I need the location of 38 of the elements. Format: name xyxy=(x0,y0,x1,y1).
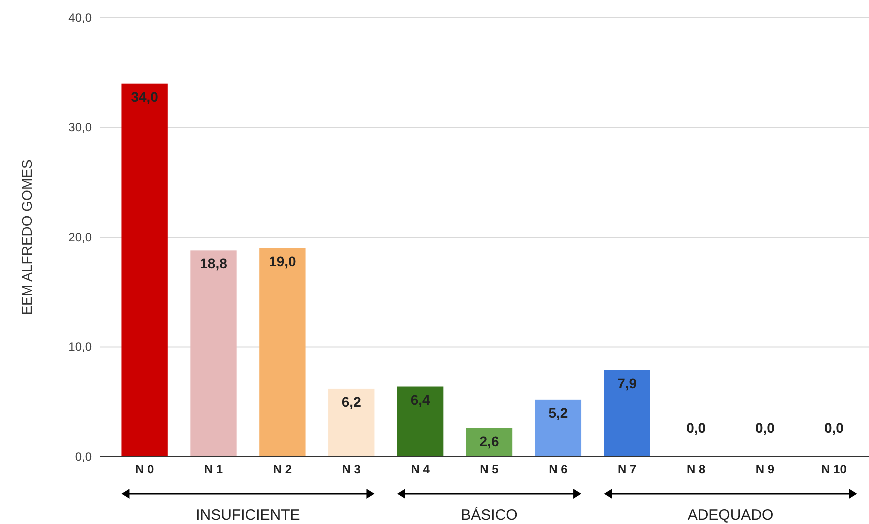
x-tick-label: N 6 xyxy=(549,462,568,477)
x-tick-label: N 2 xyxy=(273,462,292,477)
data-label: 0,0 xyxy=(824,420,844,436)
bar xyxy=(397,386,444,457)
x-tick-label: N 10 xyxy=(822,462,848,477)
y-tick-label: 0,0 xyxy=(75,450,92,464)
bar xyxy=(122,84,168,457)
text: BÁSICO xyxy=(461,506,518,524)
bar xyxy=(190,250,237,457)
data-label: 2,6 xyxy=(480,433,500,450)
x-tick-label: N 5 xyxy=(480,462,500,477)
data-label: 18,8 xyxy=(200,256,228,272)
text: INSUFICIENTE xyxy=(196,507,300,524)
bar xyxy=(535,400,582,457)
x-tick-label: N 0 xyxy=(135,462,154,477)
y-tick-label: 10,0 xyxy=(68,340,92,354)
x-tick-label: N 9 xyxy=(756,462,775,477)
data-label: 0,0 xyxy=(686,420,706,436)
data-label: 5,2 xyxy=(548,404,568,421)
bar xyxy=(328,388,375,457)
data-label: 34,0 xyxy=(131,88,159,105)
y-axis-title: EEM ALFREDO GOMES xyxy=(19,160,35,316)
bar xyxy=(260,248,306,457)
data-label: 6,2 xyxy=(342,394,362,410)
text: ADEQUADO xyxy=(688,507,774,524)
y-tick-label: 20,0 xyxy=(68,230,92,244)
x-tick-label: N 3 xyxy=(342,462,362,477)
data-label: 0,0 xyxy=(756,420,776,436)
x-tick-label: N 1 xyxy=(204,462,224,477)
x-tick-label: N 8 xyxy=(686,462,706,477)
data-label: 6,4 xyxy=(410,392,431,408)
y-tick-label: 30,0 xyxy=(68,120,92,135)
x-tick-label: N 4 xyxy=(411,462,430,477)
y-tick-label: 40,0 xyxy=(68,10,92,25)
x-tick-label: N 7 xyxy=(618,462,638,477)
data-label: 7,9 xyxy=(618,375,638,392)
bar xyxy=(604,370,650,457)
data-label: 19,0 xyxy=(269,253,297,270)
